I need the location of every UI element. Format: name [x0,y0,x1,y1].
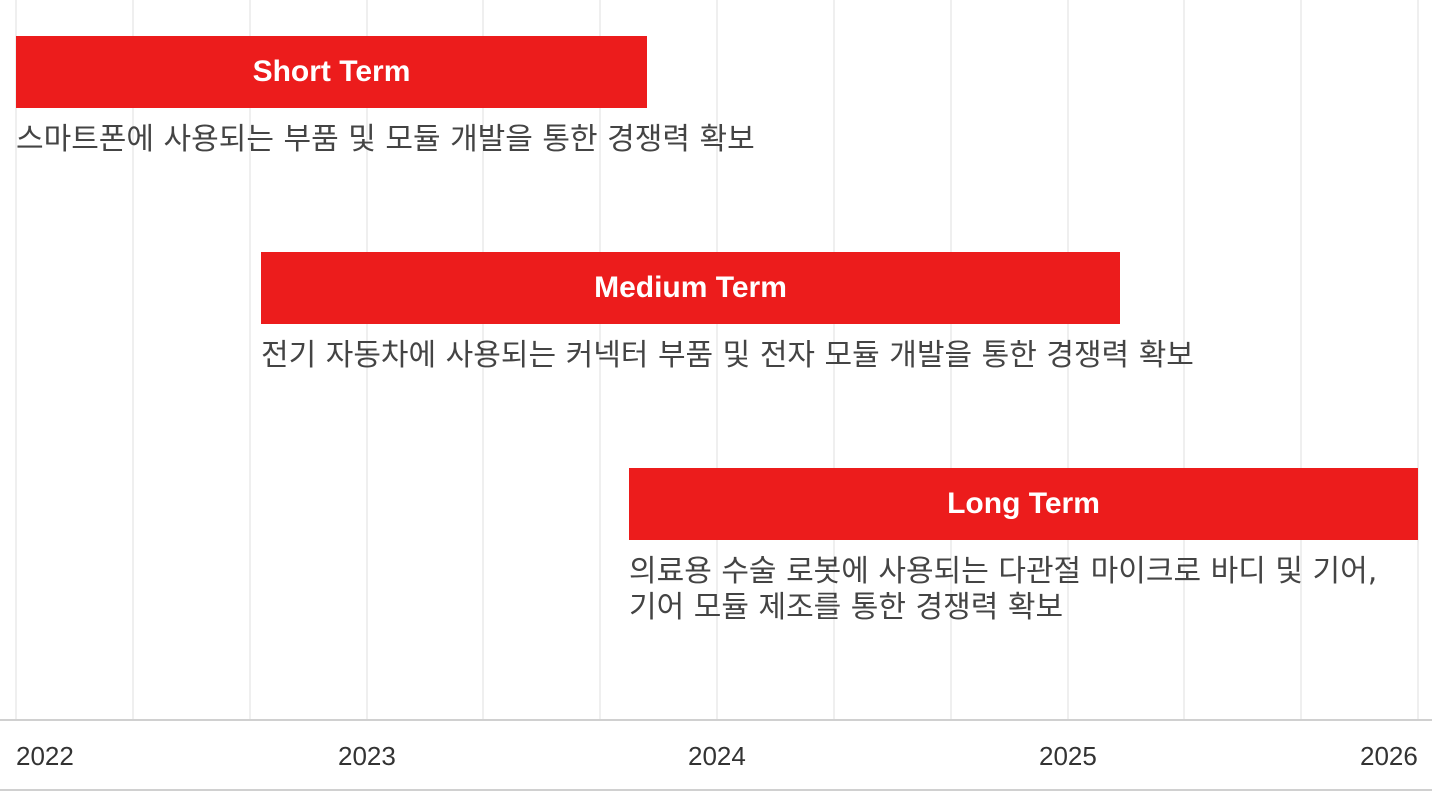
gridline [1067,0,1069,720]
gridline [716,0,718,720]
gridline [15,0,17,720]
gridline [599,0,601,720]
x-tick-label: 2024 [688,741,746,771]
gridline [1417,0,1419,720]
gridline [1300,0,1302,720]
bar-description: 스마트폰에 사용되는 부품 및 모듈 개발을 통한 경쟁력 확보 [16,122,755,157]
x-tick-label: 2022 [16,741,74,771]
x-axis-line [0,719,1432,721]
x-tick-label: 2023 [338,741,396,771]
bar-label: Medium Term [594,271,787,304]
gridline [1183,0,1185,720]
x-tick-label: 2025 [1039,741,1097,771]
x-tick-label: 2026 [1360,741,1418,771]
bar-label: Long Term [947,487,1100,520]
timeline-bar: Medium Term [261,252,1120,324]
gridline [950,0,952,720]
bottom-border [0,789,1432,791]
gridline [249,0,251,720]
bar-description: 기어 모듈 제조를 통한 경쟁력 확보 [629,590,1064,625]
bar-description: 의료용 수술 로봇에 사용되는 다관절 마이크로 바디 및 기어, [629,554,1378,589]
gridline [482,0,484,720]
bar-description: 전기 자동차에 사용되는 커넥터 부품 및 전자 모듈 개발을 통한 경쟁력 확… [261,338,1194,373]
timeline-bar: Short Term [16,36,647,108]
gridline [132,0,134,720]
gridline [366,0,368,720]
timeline-bar: Long Term [629,468,1418,540]
gridline [833,0,835,720]
bar-label: Short Term [252,55,411,88]
